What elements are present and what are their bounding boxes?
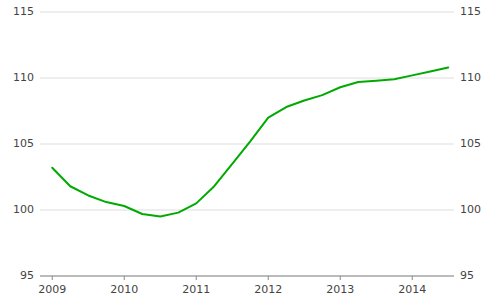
x-tick [196, 276, 197, 280]
y-tick-label: 100 [13, 203, 34, 216]
chart: 95 100 105 110 115 95 100 105 110 115 2009 2010 2011… [0, 0, 494, 304]
grid [40, 12, 454, 276]
y-tick-label: 105 [13, 137, 34, 150]
x-tick [124, 276, 125, 280]
y-axis: 95 100 105 110 115 [13, 5, 34, 282]
x-axis: 2009 2010 2011 2012 2013 2014 [38, 276, 454, 296]
x-tick-label: 2010 [110, 283, 138, 296]
line [52, 67, 448, 216]
y2-tick-label: 105 [460, 137, 481, 150]
grid-line [40, 210, 454, 211]
y-tick-label: 115 [13, 5, 34, 18]
x-axis-line [40, 276, 454, 277]
x-tick [52, 276, 53, 280]
y2-tick-label: 95 [460, 269, 474, 282]
x-tick-label: 2011 [182, 283, 210, 296]
grid-line [40, 276, 454, 277]
plot-area [52, 67, 448, 216]
y2-tick-label: 100 [460, 203, 481, 216]
x-tick-label: 2013 [326, 283, 354, 296]
x-tick [340, 276, 341, 280]
x-tick-label: 2012 [254, 283, 282, 296]
y-tick-label: 110 [13, 71, 34, 84]
grid-line [40, 12, 454, 13]
y2-tick-label: 115 [460, 5, 481, 18]
x-tick-label: 2009 [38, 283, 66, 296]
grid-line [40, 78, 454, 79]
y-tick-label: 95 [20, 269, 34, 282]
x-tick [412, 276, 413, 280]
x-tick [268, 276, 269, 280]
chart-container: 95 100 105 110 115 95 100 105 110 115 2009 2010 2011… [0, 0, 494, 304]
x-tick-label: 2014 [398, 283, 426, 296]
y2-tick-label: 110 [460, 71, 481, 84]
y2-axis: 95 100 105 110 115 [460, 5, 481, 282]
